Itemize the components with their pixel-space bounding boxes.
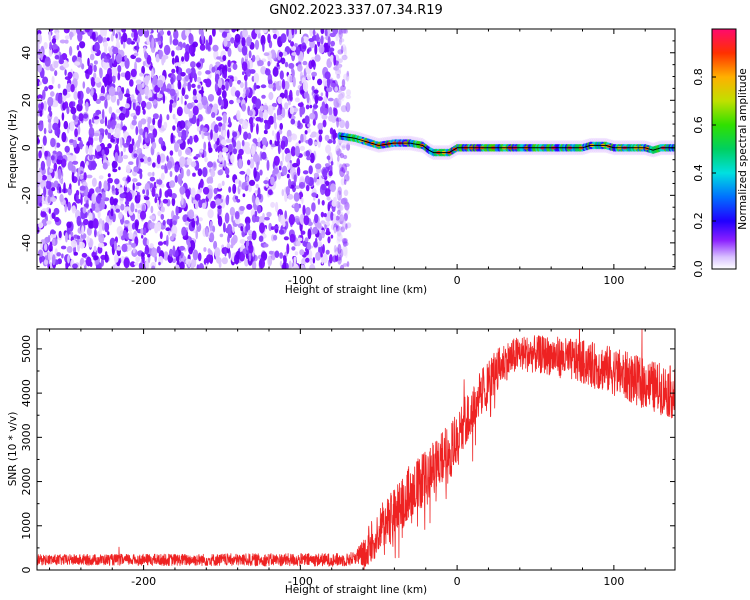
y-tick-label: -40	[20, 234, 33, 252]
spectrogram-x-axis-label: Height of straight line (km)	[285, 284, 427, 296]
colorbar-tick-label: 0.2	[692, 212, 705, 230]
y-tick-label: 20	[20, 93, 33, 107]
colorbar: 0.0 0.2 0.4 0.6 0.8 Normalized spectral ampl…	[692, 28, 749, 278]
y-tick-label: 4000	[20, 379, 33, 407]
spectrogram-frame	[36, 28, 676, 270]
x-tick-label: -200	[131, 274, 156, 287]
spectrogram-x-ticks: -200 -100 0 100	[49, 29, 646, 287]
snr-series-line	[37, 329, 675, 570]
colorbar-ticks: 0.0 0.2 0.4 0.6 0.8	[692, 68, 716, 278]
y-tick-label: 0	[20, 144, 33, 151]
colorbar-label: Normalized spectral amplitude	[737, 68, 749, 229]
colorbar-gradient	[711, 28, 737, 270]
x-tick-label: 0	[454, 274, 461, 287]
spectrogram-y-axis-label: Frequency (Hz)	[7, 109, 19, 188]
x-tick-label: 100	[603, 274, 624, 287]
y-tick-label: 40	[20, 46, 33, 60]
colorbar-tick-label: 0.0	[692, 260, 705, 278]
figure-title: GN02.2023.337.07.34.R19	[269, 3, 443, 18]
colorbar-tick-label: 0.8	[692, 68, 705, 86]
snr-y-axis-label: SNR (10 * v/v)	[7, 412, 19, 487]
x-tick-label: 100	[603, 575, 624, 588]
snr-panel: -200 -100 0 100 0 1000 2000 3000 4000 5000 Heigh…	[7, 328, 676, 596]
y-tick-label: 2000	[20, 468, 33, 496]
spectrogram-ridge-line	[339, 135, 675, 154]
snr-plot-area	[37, 329, 675, 570]
x-tick-label: 0	[454, 575, 461, 588]
colorbar-tick-label: 0.4	[692, 164, 705, 182]
spectrogram-y-ticks: -40 -20 0 20 40	[20, 28, 675, 268]
snr-y-ticks: 0 1000 2000 3000 4000 5000	[20, 335, 675, 574]
y-tick-label: 3000	[20, 423, 33, 451]
snr-frame	[36, 328, 676, 571]
x-tick-label: -200	[131, 575, 156, 588]
x-tick-label: -100	[288, 575, 313, 588]
spectrogram-signal-band	[337, 128, 675, 161]
snr-x-ticks: -200 -100 0 100	[49, 329, 646, 588]
spectrogram-plot-area	[37, 29, 675, 269]
spectrogram-noise	[37, 29, 352, 269]
y-tick-label: 0	[20, 567, 33, 574]
y-tick-label: 5000	[20, 335, 33, 363]
y-tick-label: 1000	[20, 512, 33, 540]
y-tick-label: -20	[20, 186, 33, 204]
snr-x-axis-label: Height of straight line (km)	[285, 584, 427, 596]
x-tick-label: -100	[288, 274, 313, 287]
colorbar-tick-label: 0.6	[692, 116, 705, 134]
